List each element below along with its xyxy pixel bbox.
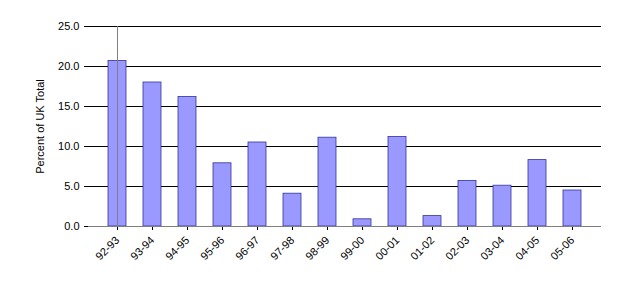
svg-text:Percent of UK Total: Percent of UK Total	[34, 79, 46, 174]
svg-text:00-01: 00-01	[373, 234, 401, 262]
svg-text:0.0: 0.0	[64, 220, 79, 232]
svg-text:98-99: 98-99	[303, 234, 331, 262]
svg-text:04-05: 04-05	[513, 234, 541, 262]
svg-text:96-97: 96-97	[233, 234, 261, 262]
svg-text:97-98: 97-98	[268, 234, 296, 262]
svg-text:99-00: 99-00	[338, 234, 366, 262]
svg-text:05-06: 05-06	[548, 234, 576, 262]
svg-text:95-96: 95-96	[198, 234, 226, 262]
svg-text:02-03: 02-03	[443, 234, 471, 262]
svg-text:25.0: 25.0	[58, 20, 79, 32]
svg-text:20.0: 20.0	[58, 60, 79, 72]
svg-text:15.0: 15.0	[58, 100, 79, 112]
svg-text:01-02: 01-02	[408, 234, 436, 262]
svg-text:10.0: 10.0	[58, 140, 79, 152]
svg-text:94-95: 94-95	[163, 234, 191, 262]
svg-text:03-04: 03-04	[478, 234, 506, 262]
svg-text:92-93: 92-93	[93, 234, 121, 262]
svg-text:5.0: 5.0	[64, 180, 79, 192]
svg-text:93-94: 93-94	[128, 234, 156, 262]
